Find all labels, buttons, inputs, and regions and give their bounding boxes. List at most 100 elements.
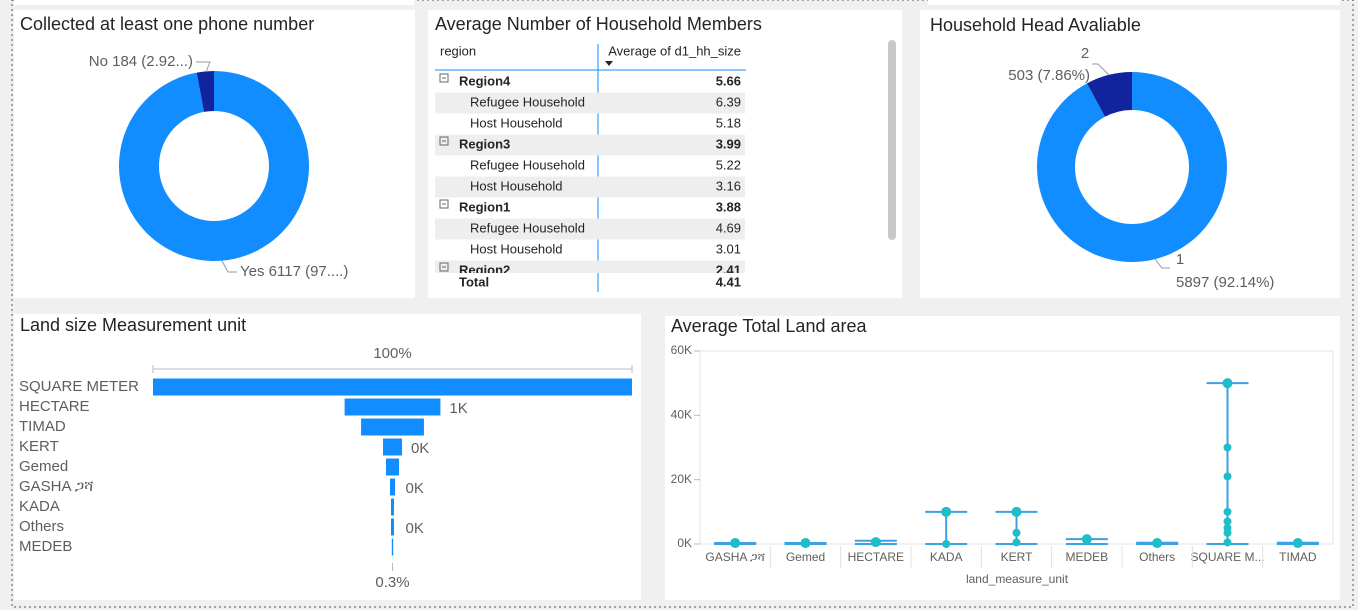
donut-slice bbox=[1037, 72, 1227, 262]
point bbox=[1223, 507, 1232, 516]
cell-value: 5.66 bbox=[716, 73, 741, 88]
category-label: 2 bbox=[1081, 45, 1089, 62]
total-value: 4.41 bbox=[716, 274, 741, 289]
marker bbox=[1292, 538, 1303, 549]
funnel-bar bbox=[390, 478, 395, 496]
cell-value: 5.22 bbox=[716, 157, 741, 172]
card bbox=[14, 314, 641, 600]
funnel-bar bbox=[386, 458, 399, 476]
row-label: Refugee Household bbox=[470, 94, 585, 109]
row-band bbox=[435, 260, 745, 273]
range-line bbox=[152, 365, 633, 373]
donut-slice bbox=[196, 71, 214, 112]
expand-icon bbox=[439, 262, 449, 272]
point bbox=[1223, 443, 1232, 452]
value-label: 6117 (97....) bbox=[269, 263, 349, 280]
funnel-bar bbox=[344, 398, 441, 416]
row-band bbox=[435, 134, 745, 156]
funnel-bar bbox=[153, 378, 632, 396]
row-band bbox=[435, 176, 745, 198]
category-label: SQUARE METER bbox=[19, 378, 139, 395]
row-label: Host Household bbox=[470, 178, 563, 193]
y-tick-label: 60K bbox=[671, 343, 692, 357]
point bbox=[1012, 538, 1021, 547]
scrollbar[interactable] bbox=[888, 40, 896, 240]
row-band bbox=[435, 218, 745, 240]
point bbox=[1223, 517, 1232, 526]
x-axis-title: land_measure_unit bbox=[966, 572, 1069, 586]
cell-value: 5.18 bbox=[716, 115, 741, 130]
y-tick-label: 40K bbox=[671, 408, 692, 422]
marker bbox=[1011, 506, 1022, 517]
cell-value: 6.39 bbox=[716, 94, 741, 109]
chart-title: Land size Measurement unit bbox=[20, 315, 246, 335]
leader-line bbox=[221, 260, 237, 273]
point bbox=[1012, 528, 1021, 537]
row-label: Region4 bbox=[459, 73, 511, 88]
total-band bbox=[435, 274, 746, 292]
data-label: No 184 (2.92...) bbox=[89, 53, 193, 70]
x-tick-label: HECTARE bbox=[848, 550, 904, 564]
row-label: Host Household bbox=[470, 241, 563, 256]
funnel-bar bbox=[391, 518, 394, 536]
leader-line bbox=[1154, 258, 1170, 269]
point bbox=[1223, 472, 1232, 481]
category-label: Yes bbox=[240, 263, 264, 280]
cell-value: 4.69 bbox=[716, 220, 741, 235]
row-label: Region1 bbox=[459, 199, 510, 214]
category-label: 1 bbox=[1176, 251, 1184, 268]
value-label: 0K bbox=[406, 480, 424, 497]
expand-icon bbox=[439, 199, 449, 209]
point bbox=[942, 540, 951, 548]
point bbox=[1223, 528, 1232, 537]
funnel-bar bbox=[383, 438, 402, 456]
category-label: Gemed bbox=[19, 458, 68, 475]
category-label: KERT bbox=[19, 438, 59, 455]
x-tick-label: Others bbox=[1139, 550, 1175, 564]
y-tick-label: 0K bbox=[677, 536, 692, 550]
category-label: No bbox=[89, 53, 108, 70]
row-label: Refugee Household bbox=[470, 157, 585, 172]
marker bbox=[800, 538, 811, 549]
donut-slice bbox=[1086, 72, 1132, 117]
value-label: 503 (7.86%) bbox=[1008, 67, 1090, 84]
funnel-bar bbox=[361, 418, 424, 436]
row-band bbox=[435, 92, 745, 114]
column-header: region bbox=[440, 43, 476, 58]
x-tick-label: Gemed bbox=[786, 550, 825, 564]
funnel-bar bbox=[391, 538, 394, 556]
marker bbox=[870, 537, 881, 548]
row-label: Region3 bbox=[459, 136, 510, 151]
leader-line bbox=[196, 61, 211, 73]
marker bbox=[1152, 538, 1163, 549]
value-label: 5897 (92.14%) bbox=[1176, 274, 1274, 291]
value-label: 0K bbox=[411, 440, 429, 457]
leader-line bbox=[1092, 63, 1110, 76]
expand-icon bbox=[439, 73, 449, 83]
donut-slice bbox=[118, 71, 309, 261]
category-label: KADA bbox=[19, 498, 60, 515]
marker bbox=[941, 506, 952, 517]
value-label: 0K bbox=[406, 520, 424, 537]
cell-value: 2.41 bbox=[716, 262, 741, 277]
point bbox=[1223, 538, 1232, 547]
table-body: Region4 5.66 Refugee Household 6.39 Host Hou… bbox=[435, 73, 745, 277]
chart-title: Collected at least one phone number bbox=[20, 14, 314, 34]
card-top bbox=[14, 0, 414, 5]
x-tick-label: MEDEB bbox=[1065, 550, 1108, 564]
marker bbox=[730, 538, 741, 549]
total-label: Total bbox=[459, 274, 489, 289]
x-tick-label: GASHA ጋሻ bbox=[705, 550, 765, 564]
x-tick-label: TIMAD bbox=[1279, 550, 1317, 564]
cell-value: 3.88 bbox=[716, 199, 741, 214]
column-header: Average of d1_hh_size bbox=[608, 43, 741, 58]
cell-value: 3.16 bbox=[716, 178, 741, 193]
value-label: 1K bbox=[449, 400, 467, 417]
category-label: MEDEB bbox=[19, 538, 72, 555]
cell-value: 3.01 bbox=[716, 241, 741, 256]
row-label: Host Household bbox=[470, 115, 563, 130]
category-label: GASHA ጋሻ bbox=[19, 478, 94, 495]
funnel-bar bbox=[391, 498, 394, 516]
sort-icon bbox=[605, 61, 613, 66]
